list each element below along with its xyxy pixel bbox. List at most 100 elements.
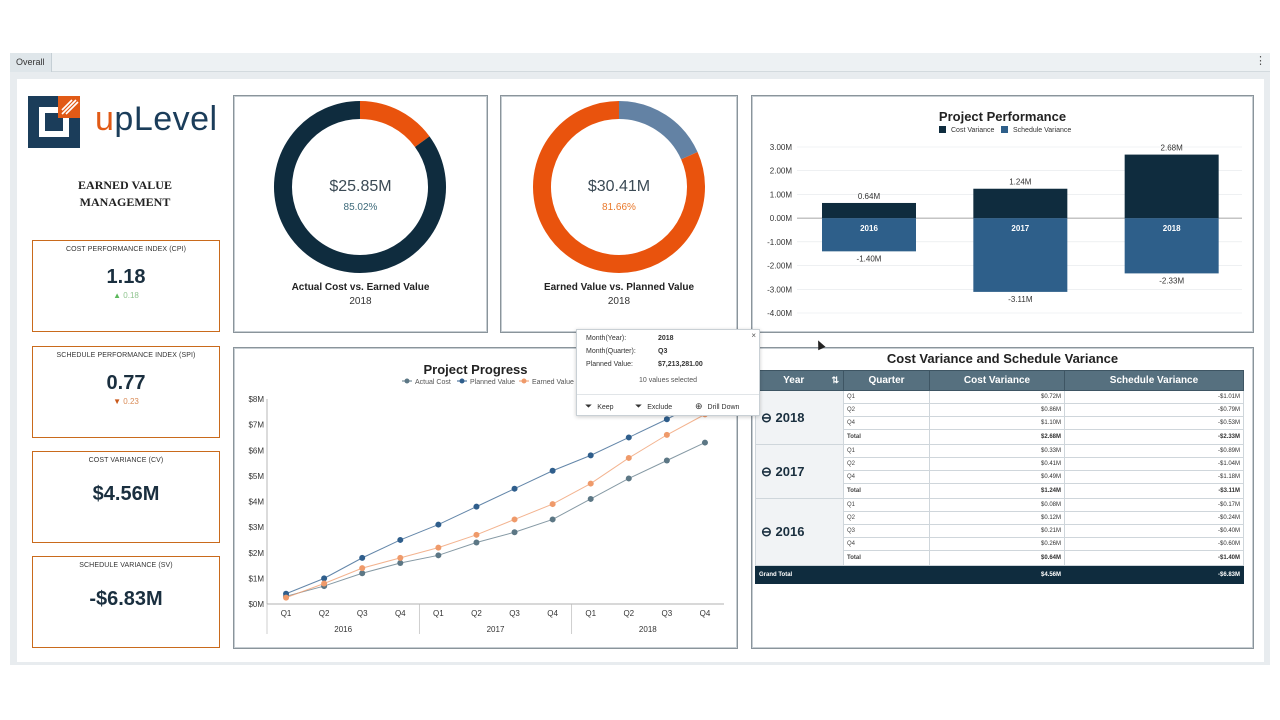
drill-down-button[interactable]: ⊕ Drill Down [695,401,740,411]
quarter-cell: Q1 [843,444,930,458]
data-point[interactable] [625,434,632,441]
year-group-cell[interactable]: ⊖ 2017 [755,444,844,499]
table-row[interactable]: ⊖ 2018 Q1 $0.72M -$1.01M [755,390,1244,445]
sort-icon[interactable]: ⇅ [831,375,839,385]
legend-marker[interactable] [459,378,465,384]
data-point[interactable] [511,529,518,536]
data-point[interactable] [587,480,594,487]
data-point[interactable] [473,531,480,538]
donut-panel-earned-value[interactable]: $30.41M 81.66% Earned Value vs. Planned … [500,95,738,333]
bar-schedule-variance[interactable] [973,218,1068,292]
data-point[interactable] [321,575,328,582]
collapse-icon[interactable]: ⊖ [761,524,772,539]
data-point[interactable] [663,457,670,464]
donut-center-value: $25.85M [329,178,392,195]
data-point[interactable] [549,467,556,474]
bar-cost-variance[interactable] [1124,154,1219,219]
bar-cost-variance[interactable] [822,202,916,219]
donut-slice-remainder[interactable] [359,101,430,148]
grand-total-row[interactable]: Grand Total $4.56M -$6.83M [755,565,1244,584]
col-header-schedule-variance[interactable]: Schedule Variance [1064,370,1244,391]
table-row[interactable]: Q4 $1.10M -$0.53M [756,416,1244,430]
donut-slice-main[interactable] [533,101,705,273]
data-point[interactable] [473,539,480,546]
table-row[interactable]: ⊖ 2016 Q1 $0.08M -$0.17M [755,498,1244,566]
donut-slice-remainder[interactable] [618,101,698,160]
legend-marker[interactable] [404,378,410,384]
brand-rest: pLevel [114,100,218,138]
donut-panel-actual-cost[interactable]: $25.85M 85.02% Actual Cost vs. Earned Va… [233,95,488,333]
legend-swatch[interactable] [1001,126,1008,133]
data-point[interactable] [549,501,556,508]
legend-label[interactable]: Earned Value [532,379,574,386]
data-point[interactable] [397,560,404,566]
drill-down-icon: ⊕ [695,401,703,411]
data-point[interactable] [359,565,366,572]
project-performance-panel[interactable]: Project Performance Cost Variance Schedul… [751,95,1254,333]
data-point[interactable] [587,452,594,459]
kpi-card-cpi[interactable]: COST PERFORMANCE INDEX (CPI) 1.18 ▲ 0.18 [32,240,220,332]
bar-schedule-variance[interactable] [822,218,916,252]
trend-down-icon: ▼ [113,397,122,406]
collapse-icon[interactable]: ⊖ [761,409,772,425]
data-point[interactable] [625,475,632,482]
legend-label[interactable]: Schedule Variance [1013,127,1071,134]
y-tick-label: $1M [248,574,264,583]
legend-label[interactable]: Cost Variance [951,127,995,134]
table-total-row[interactable]: Total $2.68M -$2.33M [756,429,1244,445]
data-point[interactable] [511,485,518,492]
collapse-icon[interactable]: ⊖ [761,463,772,479]
more-options-icon[interactable]: ⋮ [1255,55,1266,67]
kpi-card-sv[interactable]: SCHEDULE VARIANCE (SV) -$6.83M [32,556,220,648]
col-header-year[interactable]: Year ⇅ [755,370,844,391]
donut-slice-main[interactable] [274,101,446,273]
table-row[interactable]: ⊖ 2017 Q1 $0.33M -$0.89M [755,444,1244,499]
data-point[interactable] [321,580,328,587]
close-icon[interactable]: × [751,331,756,340]
bar-schedule-variance[interactable] [1124,218,1219,274]
series-line[interactable] [285,413,706,599]
data-point[interactable] [359,554,366,561]
keep-button[interactable]: ⏷ Keep [585,401,614,411]
data-point[interactable] [435,552,442,559]
data-point[interactable] [397,536,404,543]
cost-variance-cell: $0.26M [929,537,1065,551]
col-header-quarter[interactable]: Quarter [843,370,930,391]
col-header-cost-variance[interactable]: Cost Variance [929,370,1065,391]
kpi-card-spi[interactable]: SCHEDULE PERFORMANCE INDEX (SPI) 0.77 ▼ … [32,346,220,438]
series-line[interactable] [285,442,706,597]
bar-cost-variance[interactable] [973,188,1068,219]
data-point[interactable] [549,516,556,523]
data-point[interactable] [663,431,670,438]
exclude-button[interactable]: ⏷ Exclude [635,401,673,411]
schedule-variance-cell: -$0.89M [1064,444,1244,458]
series-line[interactable] [285,398,706,595]
data-point[interactable] [473,503,480,510]
legend-marker[interactable] [521,378,527,384]
table-row[interactable]: Q4 $0.26M -$0.60M [756,537,1244,551]
tab-overall[interactable]: Overall [10,53,52,72]
year-group-cell[interactable]: ⊖ 2016 [755,498,844,566]
data-point[interactable] [587,495,594,502]
data-point[interactable] [625,454,632,461]
quarter-cell: Q1 [843,390,930,404]
x-group-label: 2017 [487,625,505,634]
data-point[interactable] [663,416,670,423]
cost-variance-cell: $0.33M [929,444,1065,458]
kpi-card-cv[interactable]: COST VARIANCE (CV) $4.56M [32,451,220,543]
legend-label[interactable]: Planned Value [470,379,515,386]
legend-swatch[interactable] [939,126,946,133]
grand-total-label: Grand Total [755,565,844,584]
data-point[interactable] [397,554,404,561]
year-group-cell[interactable]: ⊖ 2018 [755,390,844,445]
data-point[interactable] [283,594,290,601]
legend-label[interactable]: Actual Cost [415,379,451,386]
cost-variance-cell: $1.10M [929,416,1065,430]
data-point[interactable] [435,521,442,528]
category-label: 2018 [1163,224,1181,233]
data-point[interactable] [511,516,518,523]
y-tick-label: $3M [248,523,264,532]
data-point[interactable] [701,439,708,446]
data-point[interactable] [359,570,366,577]
data-point[interactable] [435,544,442,551]
